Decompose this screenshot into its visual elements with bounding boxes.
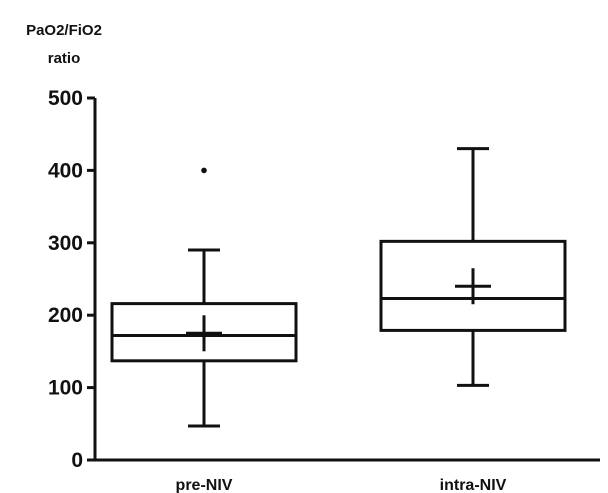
axes — [93, 98, 600, 462]
box-pre-NIV — [110, 167, 298, 428]
y-tick-label: 500 — [48, 87, 83, 110]
iqr-box — [110, 302, 298, 363]
outlier-point — [201, 167, 207, 174]
iqr-box — [379, 239, 567, 332]
y-axis-label-line-1: PaO2/FiO2 — [26, 22, 102, 39]
y-axis-ticks: 0 100 200 300 400 500 — [48, 87, 95, 472]
y-axis-label-line-2: ratio — [48, 50, 81, 67]
y-tick-label: 300 — [48, 232, 83, 255]
x-category-label: pre-NIV — [176, 477, 233, 493]
y-tick-label: 0 — [71, 449, 83, 472]
y-tick-label: 200 — [48, 304, 83, 327]
x-category-label: intra-NIV — [440, 477, 507, 493]
boxes — [110, 147, 567, 428]
x-axis-categories: pre-NIV intra-NIV — [176, 477, 507, 493]
box-intra-NIV — [379, 147, 567, 387]
y-tick-label: 400 — [48, 159, 83, 182]
y-tick-label: 100 — [48, 377, 83, 400]
